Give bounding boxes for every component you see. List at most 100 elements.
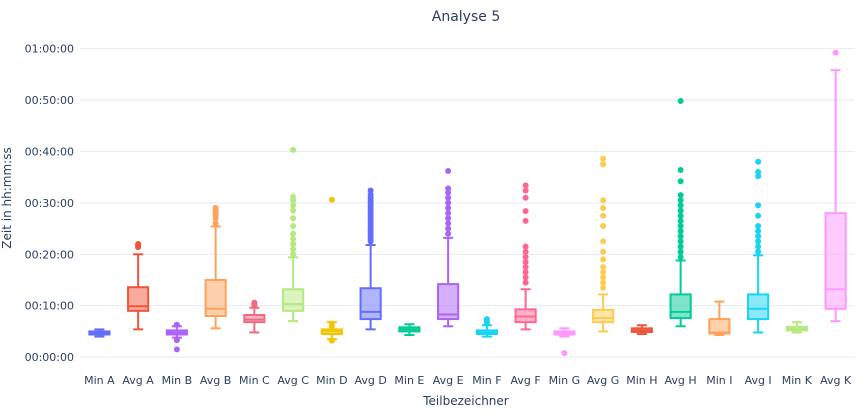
- x-tick-label: Avg K: [820, 374, 852, 387]
- box-avg-c: [283, 147, 303, 321]
- outlier-point: [523, 188, 529, 194]
- box-avg-d: [361, 188, 381, 330]
- x-tick-label: Min G: [549, 374, 581, 387]
- outlier-point: [678, 202, 684, 208]
- box-iqr: [826, 213, 846, 309]
- outlier-point: [445, 168, 451, 174]
- outlier-point: [484, 316, 490, 322]
- y-tick-label: 00:30:00: [25, 197, 74, 210]
- outlier-point: [600, 205, 606, 211]
- outlier-point: [290, 246, 296, 252]
- outlier-point: [523, 254, 529, 260]
- outlier-point: [678, 254, 684, 260]
- outlier-point: [329, 338, 335, 344]
- outlier-point: [600, 197, 606, 203]
- box-iqr: [128, 287, 148, 311]
- outlier-point: [561, 350, 567, 356]
- outlier-point: [755, 233, 761, 239]
- box-iqr: [748, 294, 768, 319]
- outlier-point: [329, 197, 335, 203]
- outlier-point: [290, 208, 296, 214]
- y-tick-label: 00:20:00: [25, 248, 74, 261]
- x-tick-label: Avg H: [665, 374, 697, 387]
- box-avg-b: [206, 205, 226, 328]
- x-tick-label: Min H: [626, 374, 657, 387]
- outlier-point: [600, 274, 606, 280]
- x-tick-label: Min A: [84, 374, 115, 387]
- outlier-point: [523, 182, 529, 188]
- outlier-point: [290, 215, 296, 221]
- outlier-point: [600, 213, 606, 219]
- chart-title: Analyse 5: [432, 9, 500, 25]
- outlier-point: [755, 244, 761, 250]
- y-tick-labels: 00:00:00 00:10:00 00:20:00 00:30:00 00:40:00…: [25, 43, 74, 365]
- x-tick-labels: Min A Avg A Min B Avg B Min C Avg C Min D Avg D…: [84, 374, 852, 387]
- outlier-point: [600, 256, 606, 262]
- outlier-point: [600, 264, 606, 270]
- outlier-point: [755, 202, 761, 208]
- outlier-point: [290, 194, 296, 200]
- outlier-point: [600, 269, 606, 275]
- x-tick-label: Min E: [394, 374, 424, 387]
- box-iqr: [361, 288, 381, 319]
- y-tick-label: 00:10:00: [25, 300, 74, 313]
- outlier-point: [290, 241, 296, 247]
- box-avg-h: [671, 98, 691, 326]
- outlier-point: [678, 197, 684, 203]
- outlier-point: [678, 249, 684, 255]
- y-tick-label: 00:50:00: [25, 94, 74, 107]
- outlier-point: [755, 249, 761, 255]
- x-tick-label: Avg C: [277, 374, 309, 387]
- box-iqr: [244, 315, 264, 322]
- outlier-point: [678, 238, 684, 244]
- outlier-point: [678, 98, 684, 104]
- outlier-point: [600, 285, 606, 291]
- outlier-point: [523, 249, 529, 255]
- x-tick-label: Min K: [782, 374, 813, 387]
- outlier-point: [329, 321, 335, 327]
- outlier-point: [755, 213, 761, 219]
- outlier-point: [755, 169, 761, 175]
- box-iqr: [671, 294, 691, 318]
- outlier-point: [445, 210, 451, 216]
- outlier-point: [678, 228, 684, 234]
- y-tick-label: 00:00:00: [25, 351, 74, 364]
- box-avg-f: [516, 182, 536, 329]
- box-iqr: [593, 310, 613, 322]
- outlier-point: [755, 228, 761, 234]
- y-tick-label: 00:40:00: [25, 145, 74, 158]
- outlier-point: [600, 223, 606, 229]
- outlier-point: [600, 156, 606, 162]
- outlier-point: [213, 220, 219, 226]
- box-min-b: [167, 322, 187, 353]
- outlier-point: [755, 159, 761, 165]
- outlier-point: [213, 205, 219, 211]
- outlier-point: [523, 218, 529, 224]
- x-tick-label: Avg D: [354, 374, 386, 387]
- outlier-point: [445, 195, 451, 201]
- outlier-point: [678, 213, 684, 219]
- x-axis-title: Teilbezeichner: [422, 394, 509, 408]
- outlier-point: [678, 223, 684, 229]
- box-min-a: [89, 329, 109, 336]
- box-min-d: [322, 197, 342, 344]
- box-min-g: [554, 328, 574, 356]
- outlier-point: [678, 218, 684, 224]
- outlier-point: [251, 300, 257, 306]
- box-min-e: [399, 324, 419, 335]
- x-tick-label: Avg G: [587, 374, 619, 387]
- box-iqr: [709, 319, 729, 333]
- outlier-point: [678, 208, 684, 214]
- box-avg-k: [826, 50, 846, 321]
- box-avg-e: [438, 168, 458, 326]
- outlier-point: [174, 337, 180, 343]
- outlier-point: [445, 200, 451, 206]
- outlier-point: [523, 259, 529, 265]
- outlier-point: [445, 226, 451, 232]
- outlier-point: [600, 280, 606, 286]
- outlier-point: [600, 238, 606, 244]
- outlier-point: [678, 233, 684, 239]
- outlier-point: [135, 241, 141, 247]
